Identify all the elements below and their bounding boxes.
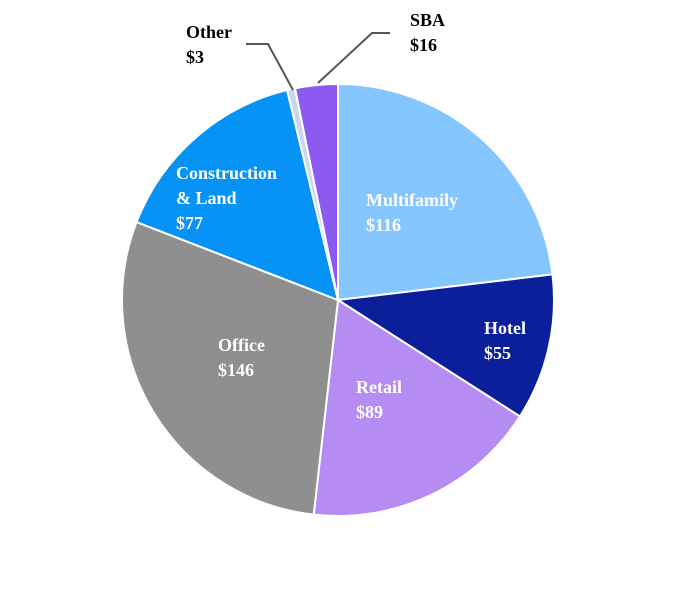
slice-label-sba: SBA $16: [410, 10, 445, 55]
pie-slice-multifamily: [337, 82, 554, 302]
pie-slice-sba: [293, 82, 339, 301]
slice-label-construction-land: Construction & Land $77: [176, 163, 277, 233]
pie-slice-office: [121, 220, 340, 516]
slice-label-multifamily: Multifamily $116: [366, 190, 458, 235]
slice-labels: Multifamily $116 Hotel $55 Retail $89 Office $1…: [176, 10, 526, 422]
leader-line-other: [246, 43, 294, 91]
pie-slice-construction-land: [135, 88, 340, 302]
slice-label-other: Other $3: [186, 22, 232, 67]
slice-label-retail: Retail $89: [356, 377, 402, 422]
pie-slice-retail: [312, 298, 522, 517]
leader-lines: [246, 32, 390, 91]
leader-line-sba: [317, 32, 390, 84]
slice-label-hotel: Hotel $55: [484, 318, 526, 363]
pie-slices: [121, 82, 555, 517]
pie-slice-hotel: [335, 273, 555, 418]
slice-label-office: Office $146: [218, 335, 265, 380]
